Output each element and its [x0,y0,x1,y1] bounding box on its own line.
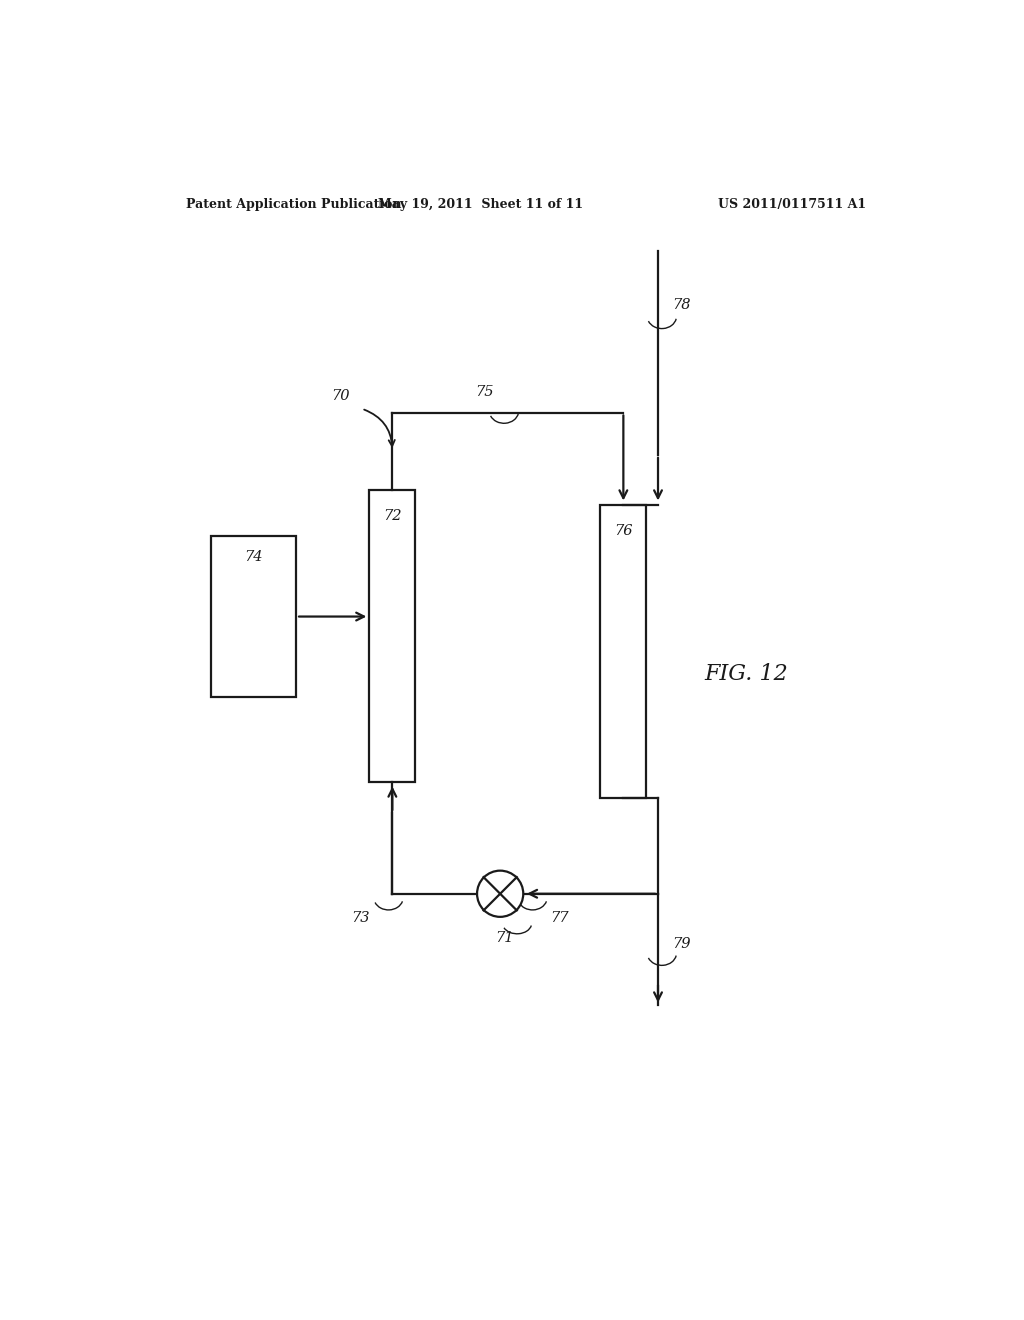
Text: 71: 71 [495,931,513,945]
Text: 74: 74 [245,549,263,564]
Text: 76: 76 [614,524,633,539]
Circle shape [477,871,523,917]
Text: May 19, 2011  Sheet 11 of 11: May 19, 2011 Sheet 11 of 11 [378,198,584,211]
Text: 78: 78 [672,298,690,312]
Bar [600,506,646,797]
Text: 70: 70 [331,388,349,403]
Text: US 2011/0117511 A1: US 2011/0117511 A1 [718,198,866,211]
Bar [211,536,296,697]
Text: 79: 79 [672,937,690,950]
Text: 77: 77 [550,911,568,925]
Text: 75: 75 [475,384,494,399]
Text: 73: 73 [351,911,370,925]
Text: Patent Application Publication: Patent Application Publication [186,198,401,211]
Text: 72: 72 [383,508,401,523]
Text: FIG. 12: FIG. 12 [705,664,788,685]
Bar [370,490,416,781]
